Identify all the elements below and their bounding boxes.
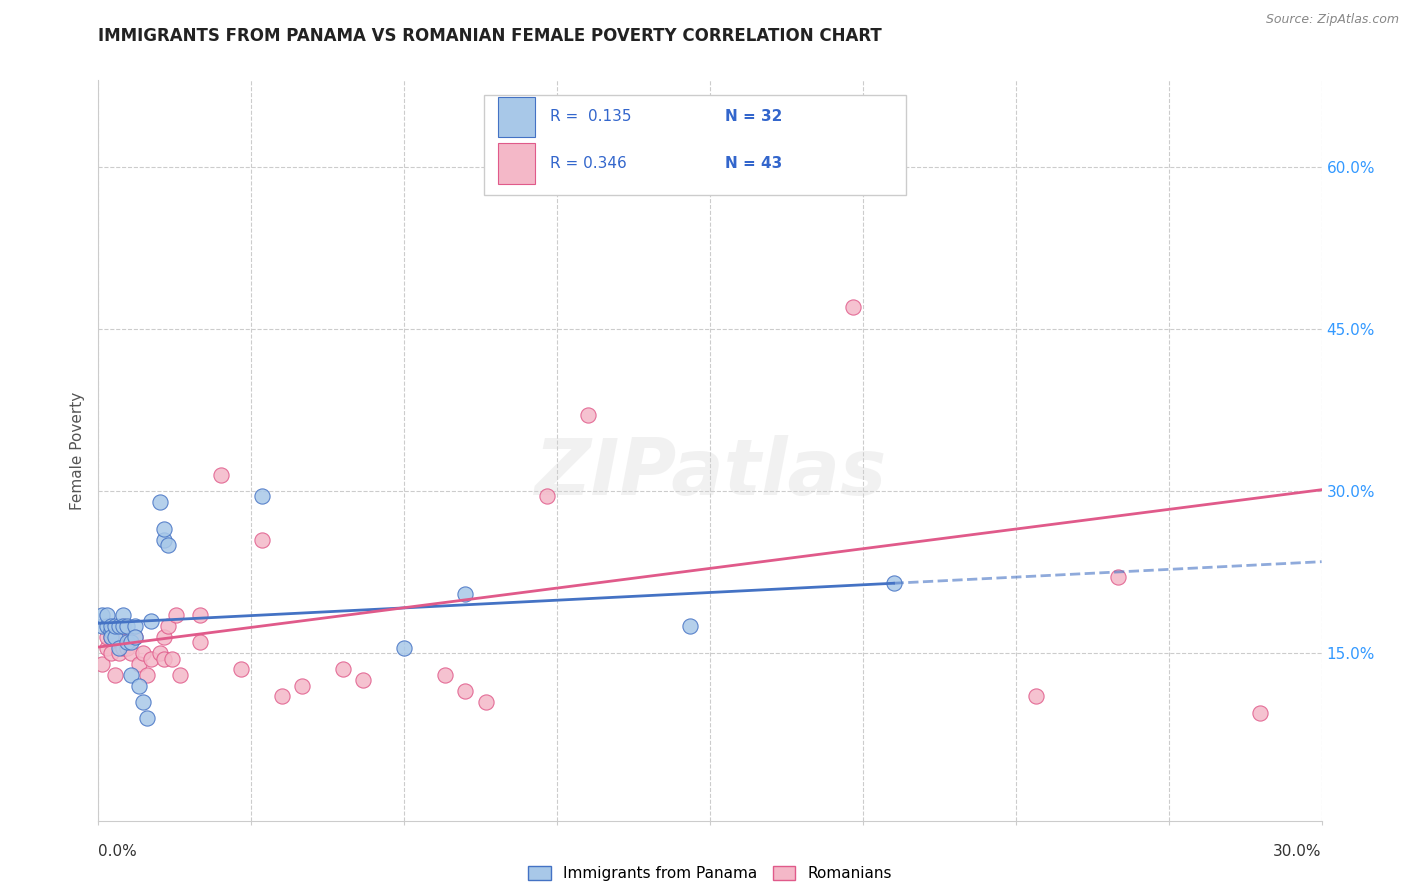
Point (332, 662, 354, 676)
Point (679, 619, 702, 633)
Point (141, 651, 163, 665)
Point (104, 667, 127, 681)
Point (115, 635, 138, 649)
Point (136, 667, 159, 681)
Point (883, 575, 905, 590)
Point (111, 640, 134, 655)
Point (128, 657, 150, 671)
Point (96, 630, 118, 644)
Point (111, 619, 134, 633)
Point (188, 635, 212, 649)
Point (132, 646, 155, 660)
Point (96, 619, 118, 633)
Point (160, 651, 183, 665)
Point (100, 624, 122, 639)
Point (108, 646, 131, 660)
FancyBboxPatch shape (484, 95, 905, 195)
Point (780, 116, 803, 130)
Point (209, 467, 232, 482)
Point (108, 619, 131, 633)
Point (91, 608, 114, 623)
Point (250, 533, 273, 547)
Point (124, 630, 146, 644)
Text: R =  0.135: R = 0.135 (550, 110, 631, 124)
Point (132, 695, 155, 709)
Text: ZIPatlas: ZIPatlas (534, 434, 886, 511)
Legend: Immigrants from Panama, Romanians: Immigrants from Panama, Romanians (522, 860, 898, 887)
Point (136, 711, 159, 725)
Point (152, 630, 174, 644)
Point (841, 300, 863, 314)
Point (270, 690, 294, 704)
Point (1249, 706, 1271, 720)
Point (108, 640, 131, 655)
Point (434, 667, 457, 681)
Point (152, 533, 174, 547)
Point (115, 640, 138, 655)
Point (352, 673, 374, 687)
Point (1025, 690, 1047, 704)
Point (111, 608, 134, 623)
Point (128, 679, 150, 693)
Point (152, 651, 174, 665)
Point (115, 619, 138, 633)
Bar (498, 96, 536, 137)
Point (149, 495, 172, 509)
Text: 0.0%: 0.0% (98, 845, 138, 859)
Point (454, 684, 477, 698)
Point (104, 630, 127, 644)
Point (91, 657, 114, 671)
Point (576, 409, 599, 423)
Point (188, 608, 212, 623)
Point (291, 679, 314, 693)
Point (156, 538, 179, 552)
Point (120, 667, 142, 681)
Point (124, 619, 146, 633)
Bar (498, 144, 536, 184)
Point (96, 640, 118, 655)
Point (169, 667, 191, 681)
Text: R = 0.346: R = 0.346 (550, 156, 627, 171)
Point (152, 522, 174, 536)
Point (149, 646, 172, 660)
Point (96, 608, 118, 623)
Text: Source: ZipAtlas.com: Source: ZipAtlas.com (1265, 13, 1399, 27)
Point (231, 662, 253, 676)
Point (536, 489, 558, 503)
Point (111, 619, 134, 633)
Point (141, 614, 163, 628)
Point (392, 640, 416, 655)
Text: N = 43: N = 43 (724, 156, 782, 171)
Point (100, 619, 122, 633)
Point (165, 608, 187, 623)
Point (104, 619, 127, 633)
Text: 30.0%: 30.0% (1274, 845, 1322, 859)
Y-axis label: Female Poverty: Female Poverty (69, 392, 84, 509)
Text: IMMIGRANTS FROM PANAMA VS ROMANIAN FEMALE POVERTY CORRELATION CHART: IMMIGRANTS FROM PANAMA VS ROMANIAN FEMAL… (98, 27, 882, 45)
Point (124, 630, 146, 644)
Point (100, 630, 122, 644)
Point (91, 619, 114, 633)
Text: N = 32: N = 32 (724, 110, 782, 124)
Point (100, 646, 122, 660)
Point (100, 630, 122, 644)
Point (120, 646, 142, 660)
Point (156, 619, 179, 633)
Point (454, 587, 477, 601)
Point (250, 489, 273, 503)
Point (108, 630, 131, 644)
Point (1107, 570, 1129, 584)
Point (120, 635, 142, 649)
Point (474, 695, 498, 709)
